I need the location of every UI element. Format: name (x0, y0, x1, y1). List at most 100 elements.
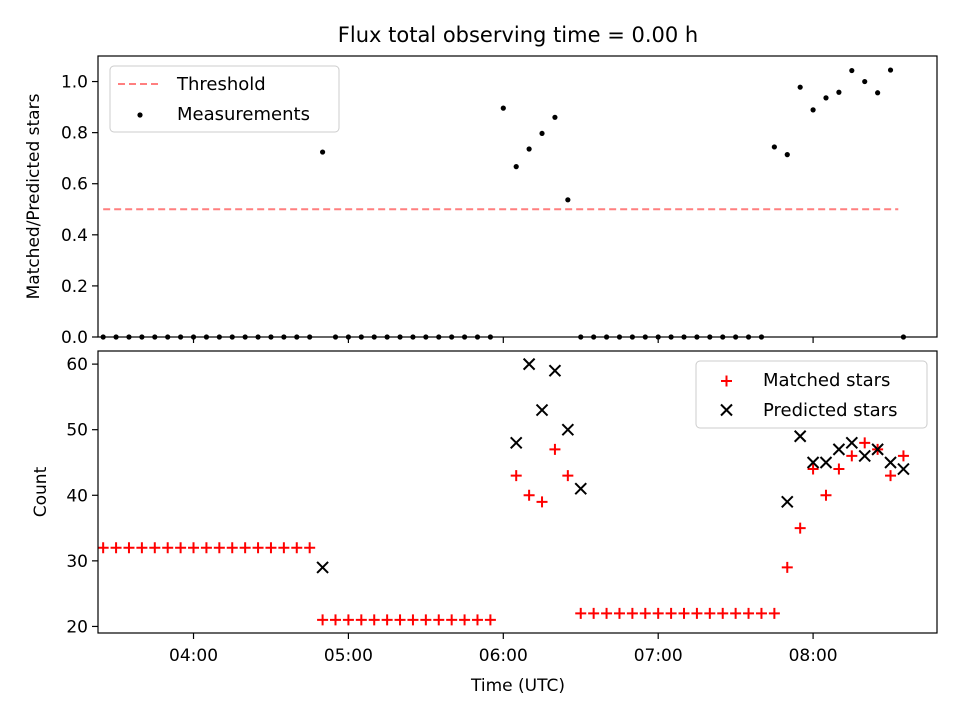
matched-star-point (704, 607, 716, 619)
predicted-star-point (884, 456, 897, 469)
matched-star-point (420, 614, 432, 626)
matched-star-point (536, 496, 548, 508)
bottom-x-ticks: 04:00 05:00 06:00 07:00 08:00 (169, 633, 838, 666)
matched-star-point (562, 470, 574, 482)
measurement-point (771, 144, 777, 150)
measurement-point (823, 95, 829, 101)
measurement-point (849, 67, 855, 74)
top-y-tick-label: 1.0 (61, 73, 88, 93)
matched-star-point (471, 614, 483, 626)
top-y-tick-label: 0.2 (61, 277, 88, 297)
matched-star-point (717, 607, 729, 619)
top-y-tick-label: 0.8 (61, 124, 88, 144)
predicted-star-point (574, 482, 587, 495)
bottom-y-tick-label: 50 (66, 421, 88, 441)
bottom-y-tick-label: 60 (66, 355, 88, 375)
measurement-point (526, 146, 532, 152)
matched-star-point (484, 614, 496, 626)
legend-threshold-label: Threshold (176, 74, 266, 95)
matched-star-point (639, 607, 651, 619)
predicted-star-point (806, 456, 820, 469)
measurement-point (539, 130, 545, 137)
matched-star-point (136, 542, 148, 554)
bottom-y-ticks: 20 30 40 50 60 (66, 355, 98, 637)
top-x-ticks (192, 337, 814, 343)
matched-star-point (897, 450, 909, 462)
bottom-axes-frame (97, 350, 938, 634)
matched-star-point (601, 607, 613, 619)
measurement-point (513, 164, 519, 170)
matched-star-point (330, 614, 342, 626)
matched-star-point (459, 614, 471, 626)
legend-measurements-swatch (137, 112, 143, 118)
measurement-point (784, 152, 790, 158)
measurement-point (810, 107, 816, 113)
matched-star-point (110, 542, 122, 554)
matched-star-point (394, 614, 406, 626)
matched-star-point (549, 443, 561, 455)
top-legend: Threshold Measurements (109, 65, 340, 133)
predicted-star-point (781, 495, 794, 509)
bottom-y-tick-label: 20 (66, 617, 88, 637)
matched-star-point (188, 542, 200, 554)
predicted-star-point (897, 462, 910, 476)
matched-star-point (317, 614, 329, 626)
matched-star-point (355, 614, 367, 626)
matched-star-point (691, 607, 703, 619)
predicted-star-point (548, 364, 562, 377)
x-axis-label: Time (UTC) (470, 676, 565, 696)
matched-star-point (730, 607, 742, 619)
matched-star-point (652, 607, 664, 619)
matched-star-point (665, 607, 677, 619)
matched-star-point (885, 470, 897, 482)
predicted-star-point (510, 436, 523, 450)
legend-matched-label: Matched stars (763, 370, 890, 391)
matched-star-point (794, 522, 806, 534)
x-tick-label: 05:00 (324, 646, 373, 666)
legend-predicted-label: Predicted stars (763, 400, 897, 421)
matched-star-point (678, 607, 690, 619)
matched-star-point (743, 607, 755, 619)
top-y-ticks: 0.0 0.2 0.4 0.6 0.8 1.0 (61, 73, 98, 348)
top-y-tick-label: 0.0 (61, 328, 88, 348)
legend-measurements-label: Measurements (177, 104, 310, 125)
measurement-point (319, 149, 326, 155)
legend-matched-swatch (721, 375, 732, 387)
predicted-star-point (522, 357, 536, 371)
measurement-point (875, 90, 881, 96)
matched-star-point (265, 542, 277, 554)
predicted-star-point (316, 561, 329, 574)
matched-star-point (368, 614, 380, 626)
matched-star-point (239, 542, 251, 554)
matched-star-point (304, 542, 316, 554)
matched-star-point (510, 470, 522, 482)
matched-star-point (149, 542, 161, 554)
bottom-y-tick-label: 30 (66, 552, 88, 572)
matched-star-point (446, 614, 458, 626)
top-y-tick-label: 0.6 (61, 175, 88, 195)
matched-star-point (781, 561, 793, 573)
predicted-star-point (793, 430, 807, 443)
predicted-star-point (858, 449, 871, 463)
matched-star-point (859, 437, 871, 449)
matched-star-point (175, 542, 187, 554)
bottom-y-tick-label: 40 (66, 486, 88, 506)
bottom-legend: Matched stars Predicted stars (695, 360, 928, 429)
x-tick-label: 04:00 (169, 646, 218, 666)
matched-star-point (213, 542, 225, 554)
matched-star-point (820, 489, 832, 501)
measurement-point (500, 105, 506, 111)
predicted-star-point (845, 436, 859, 450)
matched-star-point (768, 607, 780, 619)
matched-star-point (833, 463, 845, 475)
legend-predicted-swatch (720, 403, 733, 417)
predicted-star-point (535, 403, 549, 417)
matched-star-point (575, 607, 587, 619)
matched-star-point (123, 542, 135, 554)
matched-star-point (588, 607, 600, 619)
matched-star-point (626, 607, 638, 619)
matched-star-point (407, 614, 419, 626)
matched-star-point (523, 489, 535, 501)
bottom-panel: 20 30 40 50 60 04:00 05:00 06:00 07:00 08:00 Cou… (31, 350, 938, 696)
